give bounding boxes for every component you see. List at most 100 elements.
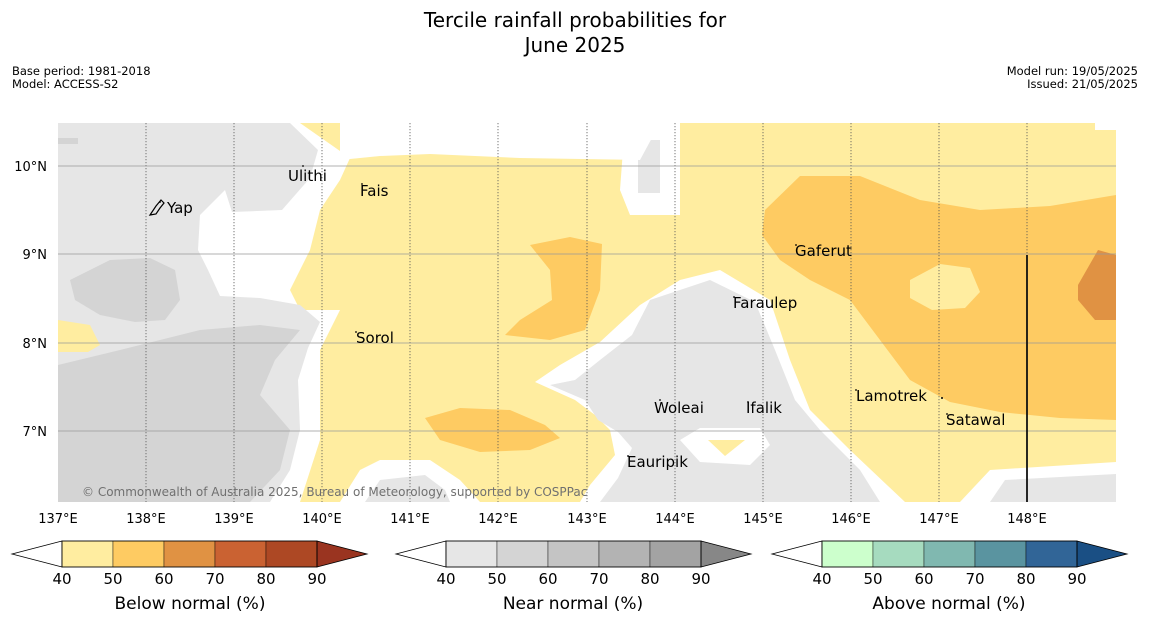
colorbar-segment — [265, 540, 318, 568]
island-marker — [747, 401, 749, 403]
colorbar-lower-extension — [394, 540, 447, 568]
colorbar-tick-label: 60 — [154, 570, 173, 588]
colorbar-tick-label: 50 — [863, 570, 882, 588]
island-marker — [855, 389, 857, 391]
below-normal-legend-label: Below normal (%) — [114, 594, 266, 614]
colorbar-tick-label: 90 — [1067, 570, 1086, 588]
place-label: Lamotrek — [856, 387, 927, 405]
colorbar-tick-label: 40 — [52, 570, 71, 588]
place-label: Eauripik — [627, 453, 688, 471]
colorbar-segment — [547, 540, 600, 568]
longitude-tick-label: 143°E — [567, 512, 607, 527]
colorbar-lower-extension — [10, 540, 63, 568]
latitude-labels: 10°N 9°N 8°N 7°N — [14, 160, 47, 440]
island-marker — [627, 455, 629, 457]
colorbar: 40 50 60 70 80 90 — [394, 540, 753, 588]
colorbar-segment — [649, 540, 702, 568]
place-label: Faraulep — [733, 294, 797, 312]
colorbar-tick-label: 60 — [914, 570, 933, 588]
colorbar-tick-label: 70 — [589, 570, 608, 588]
island-marker — [733, 296, 735, 298]
colorbar-segment — [974, 540, 1027, 568]
credit-text: © Commonwealth of Australia 2025, Bureau… — [82, 485, 587, 499]
colorbar-segment — [872, 540, 925, 568]
longitude-tick-label: 146°E — [831, 512, 871, 527]
colorbar-segment — [445, 540, 498, 568]
longitude-tick-label: 139°E — [214, 512, 254, 527]
colorbar: 40 50 60 70 80 90 — [770, 540, 1129, 588]
colorbar-tick-label: 90 — [691, 570, 710, 588]
colorbar-tick-label: 60 — [538, 570, 557, 588]
place-label: Ifalik — [746, 399, 782, 417]
colorbar-segment — [214, 540, 267, 568]
longitude-tick-label: 137°E — [38, 512, 78, 527]
below-normal-50-region — [505, 237, 602, 340]
latitude-tick-label: 7°N — [23, 425, 48, 440]
longitude-tick-label: 148°E — [1007, 512, 1047, 527]
island-marker — [946, 413, 948, 415]
title-line-1: Tercile rainfall probabilities for — [423, 8, 727, 32]
colorbar-upper-extension — [1076, 540, 1129, 568]
longitude-tick-label: 144°E — [655, 512, 695, 527]
colorbar-lower-extension — [770, 540, 823, 568]
below-normal-60-region — [1078, 250, 1116, 320]
place-label: Ulithi — [288, 167, 327, 185]
colorbar-tick-label: 40 — [436, 570, 455, 588]
place-label: Yap — [166, 199, 193, 217]
place-label: Woleai — [654, 399, 704, 417]
place-label: Sorol — [356, 329, 394, 347]
island-marker — [659, 399, 661, 401]
island-marker — [355, 331, 357, 333]
island-marker — [361, 183, 363, 185]
colorbar-segment — [598, 540, 651, 568]
colorbar-segment — [923, 540, 976, 568]
colorbar-upper-extension — [700, 540, 753, 568]
colorbar-segment — [1025, 540, 1078, 568]
run-info-left: Base period: 1981-2018 Model: ACCESS-S2 — [12, 65, 151, 91]
colorbar-segment — [821, 540, 874, 568]
colorbar-legends: 40 50 60 70 80 90 40 50 60 70 80 90 40 50 60 70 80 90 — [10, 540, 1129, 588]
place-label: Fais — [360, 182, 389, 200]
colorbar-tick-label: 40 — [812, 570, 831, 588]
colorbar-segment — [163, 540, 216, 568]
model-run-date: Model run: 19/05/2025 — [1006, 64, 1138, 78]
colorbar-tick-label: 80 — [256, 570, 275, 588]
longitude-tick-label: 138°E — [126, 512, 166, 527]
latitude-tick-label: 10°N — [14, 160, 47, 175]
island-marker — [941, 397, 943, 399]
island-marker — [795, 244, 797, 246]
colorbar-upper-extension — [316, 540, 369, 568]
longitude-tick-label: 147°E — [919, 512, 959, 527]
colorbar-tick-label: 80 — [1016, 570, 1035, 588]
colorbar: 40 50 60 70 80 90 — [10, 540, 369, 588]
place-label: Satawal — [946, 411, 1005, 429]
issued-date: Issued: 21/05/2025 — [1027, 77, 1138, 91]
model-name: Model: ACCESS-S2 — [12, 77, 119, 91]
map-title: Tercile rainfall probabilities for June … — [0, 8, 1150, 58]
longitude-tick-label: 140°E — [302, 512, 342, 527]
latitude-tick-label: 8°N — [23, 337, 48, 352]
island-marker — [302, 165, 304, 167]
colorbar-tick-label: 50 — [487, 570, 506, 588]
colorbar-tick-label: 70 — [205, 570, 224, 588]
colorbar-segment — [496, 540, 549, 568]
colorbar-tick-label: 90 — [307, 570, 326, 588]
colorbar-tick-label: 70 — [965, 570, 984, 588]
title-line-2: June 2025 — [524, 33, 626, 57]
colorbar-tick-label: 80 — [640, 570, 659, 588]
longitude-tick-label: 142°E — [478, 512, 518, 527]
above-normal-legend-label: Above normal (%) — [872, 594, 1026, 614]
near-normal-legend-label: Near normal (%) — [502, 594, 644, 614]
colorbar-segment — [61, 540, 114, 568]
base-period: Base period: 1981-2018 — [12, 64, 151, 78]
longitude-tick-label: 145°E — [743, 512, 783, 527]
latitude-tick-label: 9°N — [23, 248, 48, 263]
place-labels: Yap Ulithi Fais Sorol Gaferut Faraulep Woleai I… — [159, 165, 1005, 471]
place-label: Gaferut — [795, 242, 852, 260]
colorbar-tick-label: 50 — [103, 570, 122, 588]
colorbar-segment — [112, 540, 165, 568]
run-info-right: Model run: 19/05/2025 Issued: 21/05/2025 — [1007, 65, 1138, 91]
longitude-labels: 137°E 138°E 139°E 140°E 141°E 142°E 143°E 144°E… — [38, 512, 1047, 527]
near-normal-central-region — [550, 280, 880, 502]
